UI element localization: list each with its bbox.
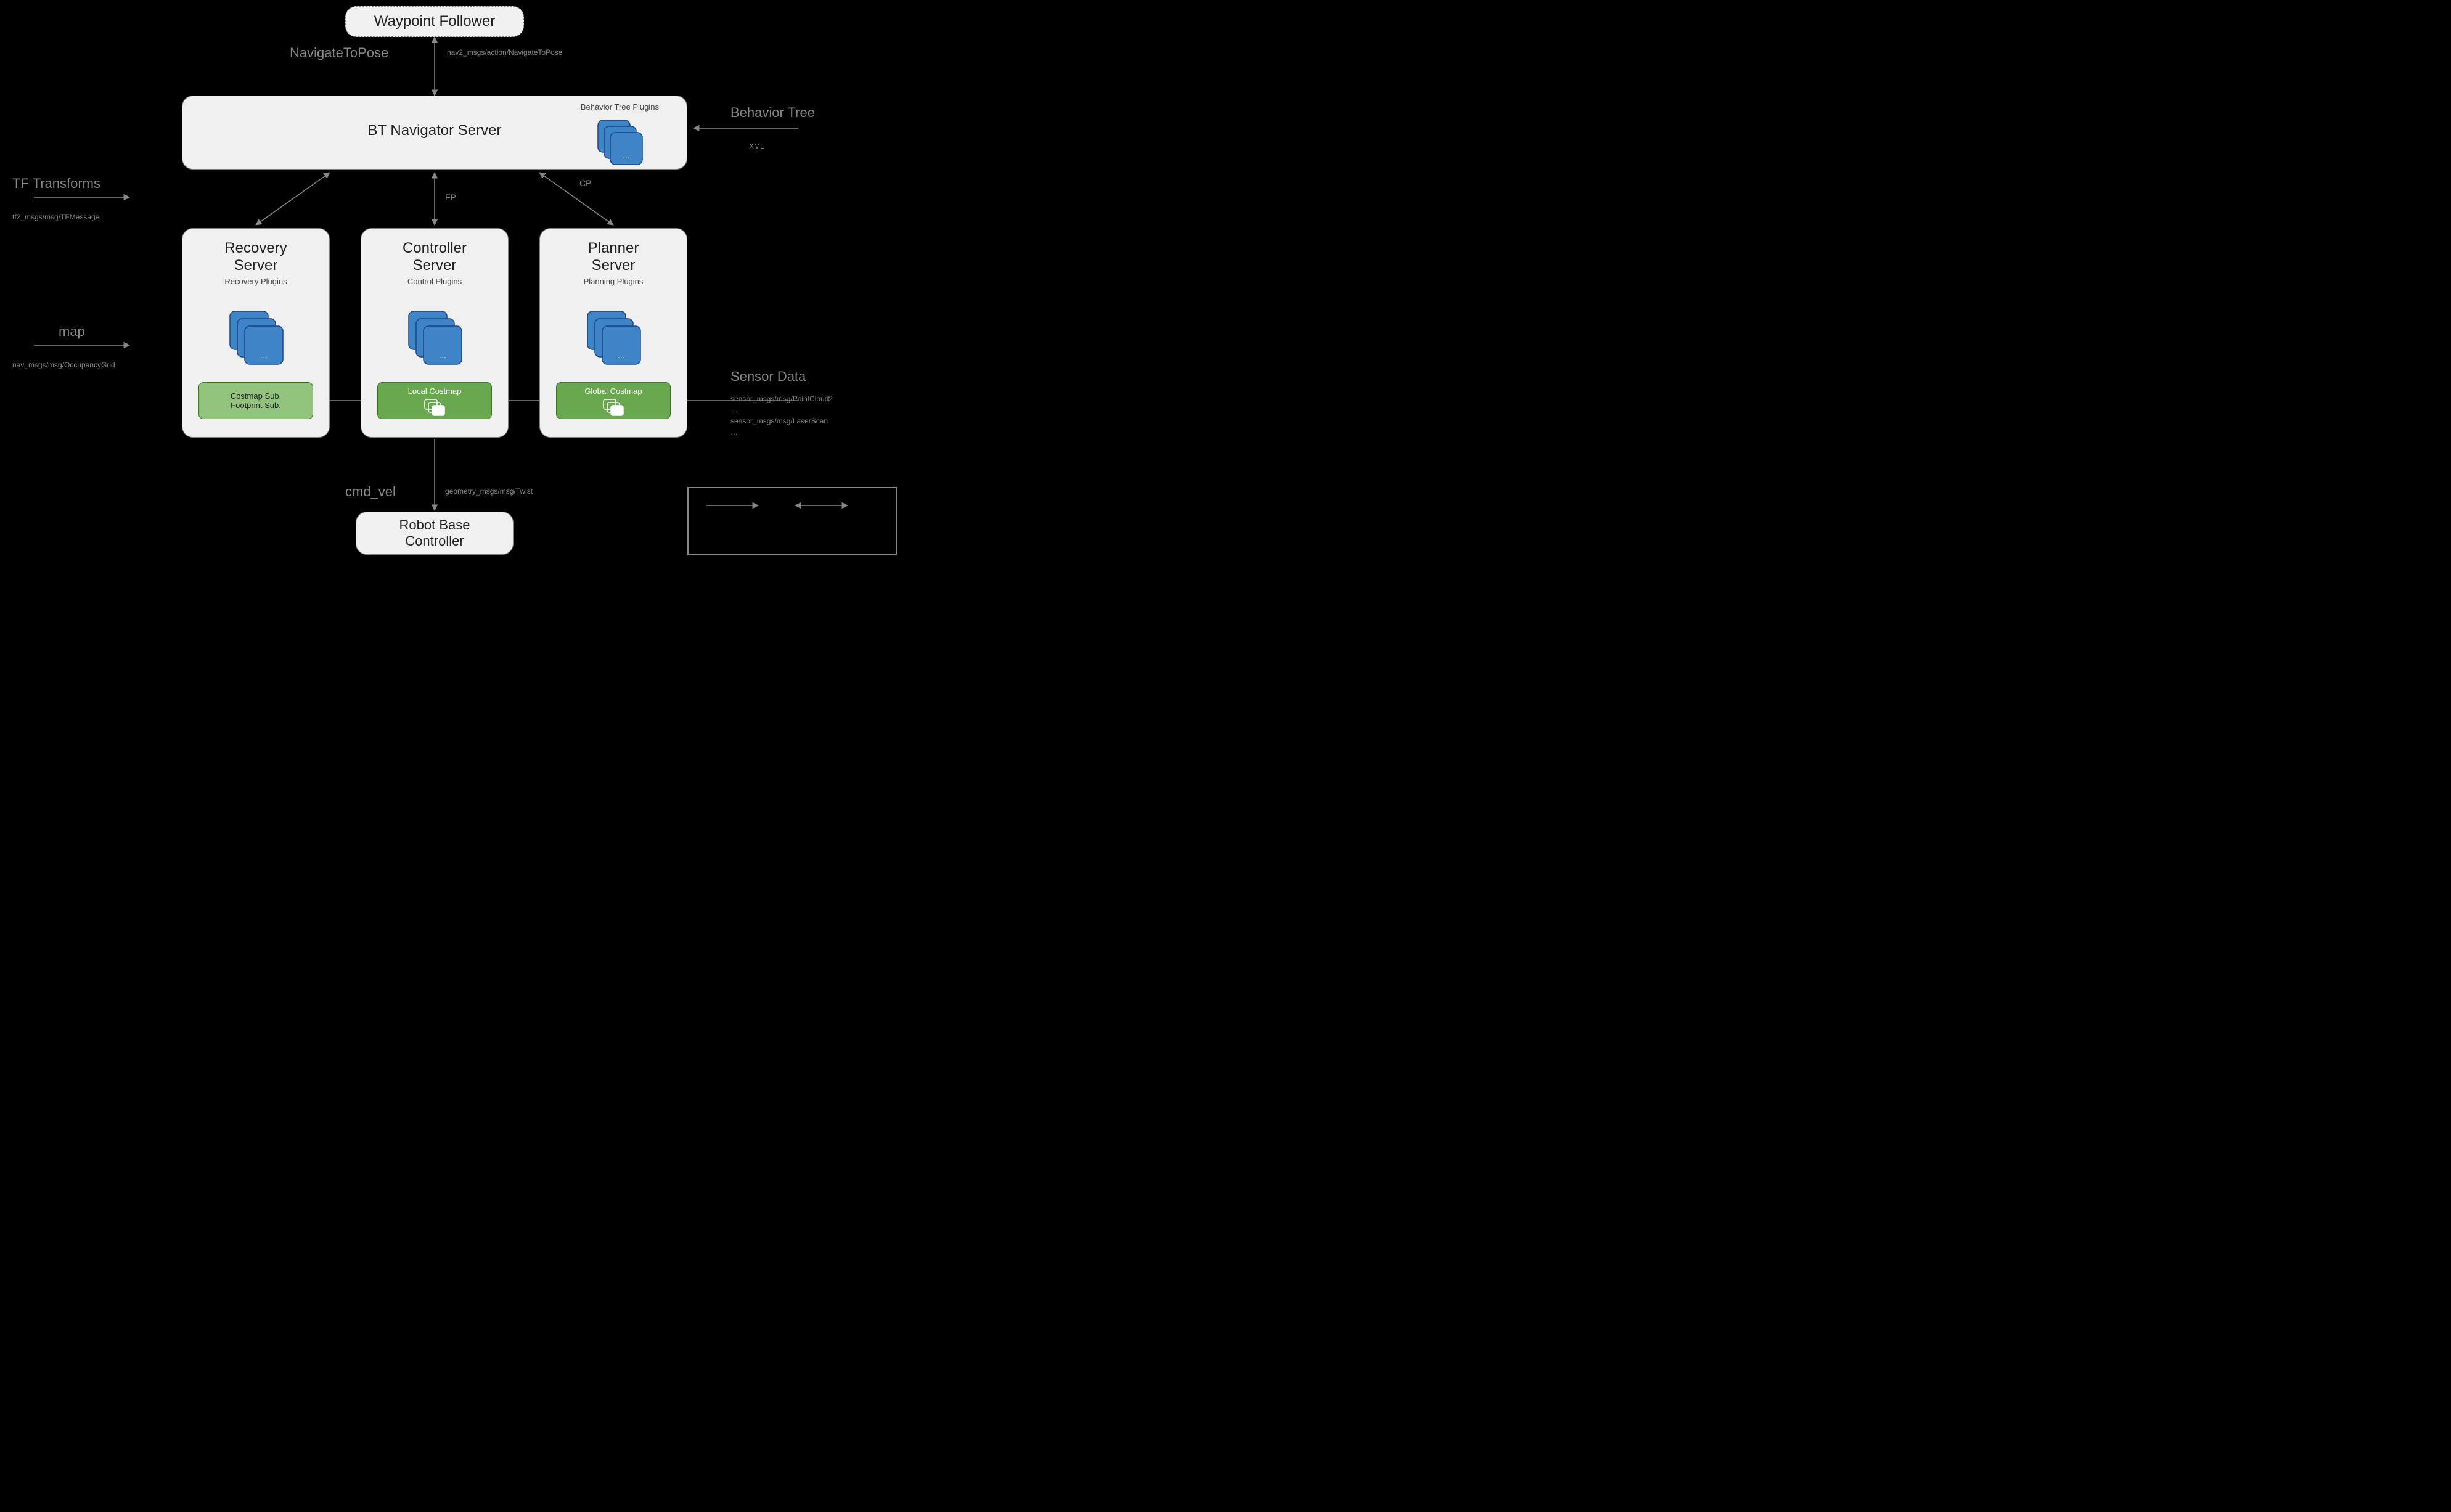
recovery-plugin-caption: Recovery Plugins (182, 277, 329, 286)
controller-title2: Server (361, 257, 508, 274)
ext-sensor-title: Sensor Data (730, 369, 806, 385)
planner-plugin-caption: Planning Plugins (540, 277, 687, 286)
ext-tf-sub: tf2_msgs/msg/TFMessage (12, 213, 99, 221)
bt-title: BT Navigator Server (368, 122, 502, 139)
planner-title2: Server (540, 257, 687, 274)
waypoint-title: Waypoint Follower (374, 13, 496, 30)
ext-map-sub: nav_msgs/msg/OccupancyGrid (12, 361, 115, 369)
ext-nav2pose-sub: nav2_msgs/action/NavigateToPose (447, 48, 562, 57)
ext-sensor-sub: … (730, 406, 738, 414)
edge-label-cp: CP (579, 178, 591, 188)
local-costmap-label: Local Costmap (378, 386, 491, 396)
node-bt-navigator: BT Navigator Server Behavior Tree Plugin… (182, 96, 687, 170)
ext-sensor-sub: sensor_msgs/msg/LaserScan (730, 417, 828, 425)
robotbase-title1: Robot Base (399, 517, 470, 533)
ext-sensor-sub: … (730, 428, 738, 436)
recovery-green-line1: Costmap Sub. (199, 391, 313, 401)
recovery-green-line2: Footprint Sub. (199, 401, 313, 410)
layers-icon (422, 397, 447, 417)
layers-icon (601, 397, 626, 417)
planner-title1: Planner (540, 240, 687, 257)
bt-plugin-caption: Behavior Tree Plugins (581, 102, 659, 112)
ext-behavior-title: Behavior Tree (730, 105, 815, 121)
global-costmap-label: Global Costmap (557, 386, 670, 396)
ext-cmdvel-sub: geometry_msgs/msg/Twist (445, 487, 533, 496)
ext-behavior-sub: XML (749, 142, 764, 150)
ext-nav2pose-title: NavigateToPose (290, 45, 388, 61)
ext-sensor-sub: sensor_msgs/msg/PointCloud2 (730, 394, 833, 403)
node-robot-base-controller: Robot Base Controller (356, 512, 514, 555)
node-waypoint-follower: Waypoint Follower (345, 6, 524, 37)
ext-tf-title: TF Transforms (12, 176, 100, 192)
recovery-title1: Recovery (182, 240, 329, 257)
ext-map-title: map (59, 324, 85, 340)
controller-plugin-caption: Control Plugins (361, 277, 508, 286)
ext-cmdvel-title: cmd_vel (345, 484, 396, 500)
robotbase-title2: Controller (405, 533, 464, 549)
green-global-costmap: Global Costmap (556, 382, 671, 419)
green-recovery-costmap: Costmap Sub. Footprint Sub. (198, 382, 313, 419)
edge-label-fp: FP (445, 192, 456, 202)
controller-title1: Controller (361, 240, 508, 257)
green-local-costmap: Local Costmap (377, 382, 492, 419)
legend-box (687, 487, 897, 555)
recovery-title2: Server (182, 257, 329, 274)
